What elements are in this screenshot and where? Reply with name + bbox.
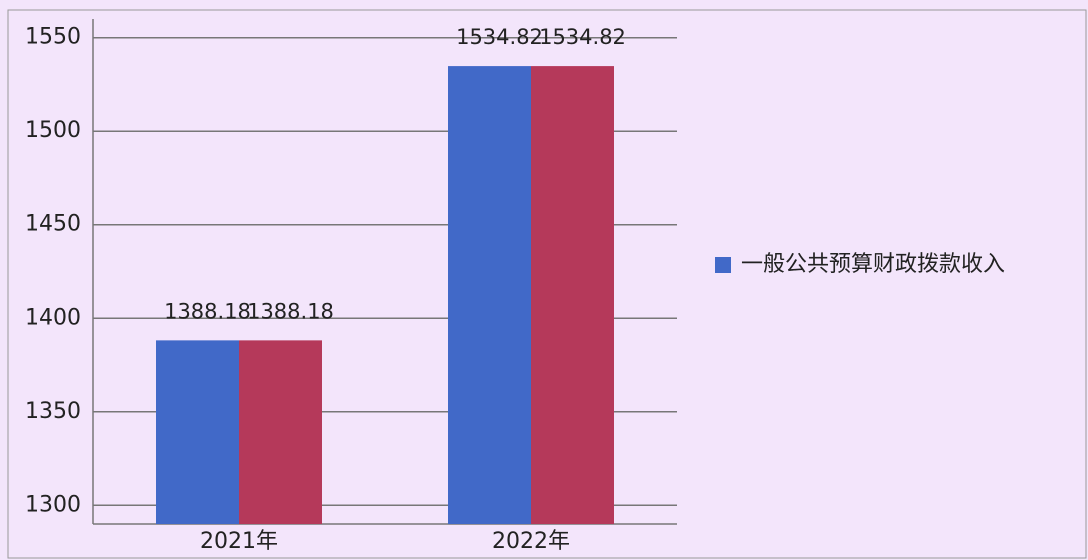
bar bbox=[448, 66, 531, 525]
bar bbox=[239, 340, 322, 524]
value-label: 1388.18 bbox=[164, 299, 251, 323]
legend-label: 一般公共预算财政拨款收入 bbox=[741, 252, 1005, 277]
legend-swatch bbox=[715, 257, 731, 273]
x-tick-label: 2021年 bbox=[200, 529, 278, 554]
y-tick-label: 1500 bbox=[25, 118, 81, 143]
y-tick-label: 1350 bbox=[25, 399, 81, 424]
y-tick-label: 1450 bbox=[25, 212, 81, 237]
bar bbox=[531, 66, 614, 525]
value-label: 1534.82 bbox=[456, 25, 543, 49]
x-tick-label: 2022年 bbox=[492, 529, 570, 554]
y-tick-label: 1400 bbox=[25, 305, 81, 330]
y-tick-label: 1300 bbox=[25, 492, 81, 517]
bar bbox=[156, 340, 239, 524]
chart-frame bbox=[7, 9, 1087, 559]
y-tick-label: 1550 bbox=[25, 25, 81, 50]
value-label: 1388.18 bbox=[247, 299, 334, 323]
value-label: 1534.82 bbox=[539, 25, 626, 49]
